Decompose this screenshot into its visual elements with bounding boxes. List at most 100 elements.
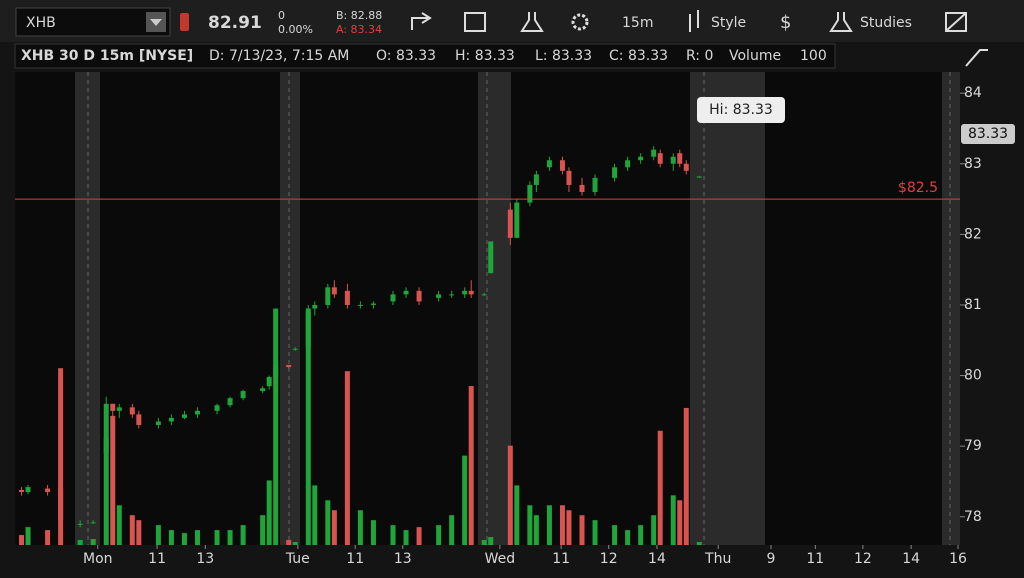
volume-bar [507, 445, 513, 545]
candle-body [155, 421, 161, 425]
change-pct: 0.00% [278, 23, 313, 36]
volume-bar [403, 530, 409, 545]
extended-hours [690, 72, 765, 545]
pricing-icon[interactable]: $ [780, 12, 791, 33]
link-icon[interactable] [180, 13, 189, 31]
settings-icon[interactable] [571, 13, 589, 31]
dropdown-arrow [150, 19, 162, 26]
info-date: D: 7/13/23, 7:15 AM [209, 48, 349, 64]
interval[interactable]: 15m [622, 15, 653, 31]
candle-body [45, 488, 51, 493]
volume-bar [286, 540, 292, 545]
volume-bar [266, 480, 272, 545]
volume-bar [514, 485, 520, 545]
volume-bar [240, 525, 246, 545]
volume-bar [103, 437, 109, 545]
volume-bar [116, 505, 122, 545]
candle-body [129, 407, 135, 415]
info-high: H: 83.33 [455, 48, 515, 64]
x-tick-label: Wed [485, 551, 516, 567]
candle-body [592, 177, 598, 193]
y-tick-label: 78 [964, 509, 982, 525]
candle-body [25, 487, 31, 493]
volume-bar [194, 530, 200, 545]
day-dividers [87, 72, 951, 545]
x-tick-label: 11 [806, 551, 824, 567]
alert-icon[interactable] [464, 12, 486, 32]
volume-bar [25, 527, 31, 545]
info-bar [14, 43, 836, 69]
volume-bar [181, 533, 187, 545]
hi-label: Hi: 83.33 [709, 102, 773, 118]
x-tick-label: Thu [704, 551, 731, 567]
y-tick-label: 83 [964, 156, 982, 172]
volume-bar [625, 530, 631, 545]
candle-body [116, 407, 122, 411]
candle-body [77, 523, 83, 525]
study-icon[interactable] [520, 12, 544, 32]
candle-body [370, 303, 376, 305]
volume-bar [312, 485, 318, 545]
candle-body [266, 376, 272, 387]
bid: B: 82.88 [336, 9, 382, 22]
candle-body [58, 488, 64, 521]
hi-callout [697, 97, 785, 123]
volume-bar [305, 311, 311, 545]
volume-bar [58, 368, 64, 545]
style[interactable]: Style [711, 15, 746, 31]
studies[interactable]: Studies [860, 15, 912, 31]
volume-bar [370, 520, 376, 545]
candle-body [481, 294, 487, 296]
candle-body [670, 156, 676, 164]
last-price-label: 83.33 [968, 126, 1008, 142]
candle-body [416, 290, 422, 302]
info-volume: 100 [800, 48, 827, 64]
volume-bar [559, 505, 565, 545]
volume-bar [227, 530, 233, 545]
candle-body [286, 364, 292, 368]
volume-bar [168, 530, 174, 545]
extended-hours [942, 72, 960, 545]
studies-icon[interactable] [829, 12, 853, 32]
volume-bar [45, 530, 51, 545]
symbol[interactable]: XHB [26, 15, 56, 31]
x-tick-label: 16 [949, 551, 967, 567]
candle-body [533, 174, 539, 185]
expand-icon[interactable] [965, 49, 988, 67]
volume-bar [677, 500, 683, 545]
volume-bar [566, 510, 572, 545]
extended-hours [478, 72, 511, 545]
extended-hours [280, 72, 300, 545]
y-tick-label: 84 [964, 85, 982, 101]
x-tick-label: 11 [148, 551, 166, 567]
volume-bar [19, 535, 25, 545]
candle-body [357, 304, 363, 306]
candle-body [103, 403, 109, 454]
candle-body [436, 294, 442, 298]
candle-body [390, 294, 396, 302]
volume-bar [357, 510, 363, 545]
x-tick-label: 9 [767, 551, 776, 567]
style-icon[interactable] [689, 10, 699, 32]
x-tick-label: 13 [394, 551, 412, 567]
candle-body [488, 241, 494, 274]
share-icon[interactable] [411, 12, 432, 30]
info-volume-label: Volume [729, 48, 781, 64]
candle-body [462, 290, 468, 295]
info-close: C: 83.33 [609, 48, 668, 64]
drawing-icon[interactable] [945, 12, 967, 32]
candle-body [240, 391, 246, 399]
volume-bar [77, 540, 83, 545]
last-price-box [961, 124, 1015, 144]
candle-body [696, 176, 702, 178]
volume-bar [292, 542, 298, 545]
volume-bar [592, 520, 598, 545]
candle-body [260, 388, 266, 392]
volume-bar [214, 530, 220, 545]
volume-bar [481, 540, 487, 545]
symbol-box[interactable] [15, 7, 171, 37]
volume-bar [155, 525, 161, 545]
candle-body [273, 367, 279, 377]
candle-body [449, 294, 455, 296]
candle-body [657, 153, 663, 164]
